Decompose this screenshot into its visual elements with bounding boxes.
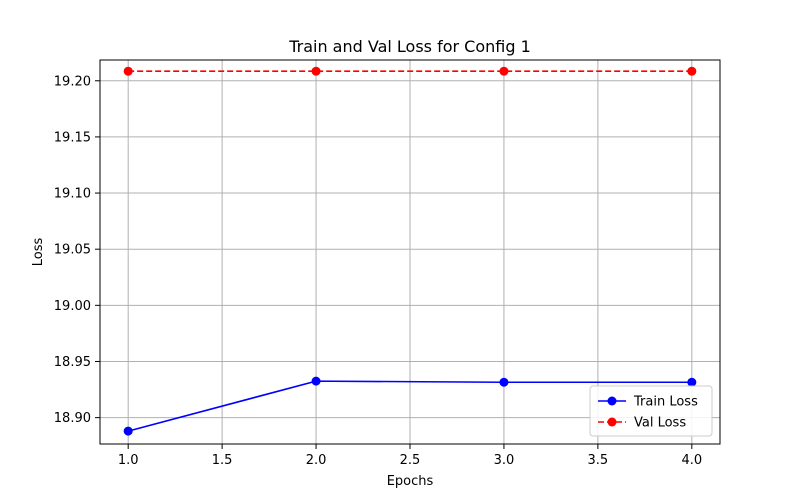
y-tick-label: 19.15	[54, 130, 91, 145]
legend-label-val-loss: Val Loss	[634, 416, 686, 431]
legend-label-train-loss: Train Loss	[633, 395, 698, 410]
x-tick-label: 2.0	[306, 453, 327, 468]
y-tick-label: 19.10	[54, 187, 91, 202]
x-tick-label: 2.5	[400, 453, 421, 468]
y-axis-ticks: 18.90 18.95 19.00 19.05 19.10 19.15 19.20	[54, 74, 100, 426]
train-loss-point	[499, 377, 509, 387]
legend-marker-val-loss	[607, 417, 617, 427]
x-tick-label: 1.0	[118, 453, 139, 468]
y-tick-label: 18.95	[54, 355, 91, 370]
legend: Train Loss Val Loss	[589, 385, 713, 437]
train-loss-line	[127, 380, 692, 432]
y-tick-label: 19.05	[54, 243, 91, 258]
y-tick-label: 19.20	[54, 74, 91, 89]
x-tick-label: 3.0	[494, 453, 515, 468]
train-loss-point	[311, 376, 321, 386]
grid	[100, 60, 720, 444]
legend-box	[589, 385, 713, 437]
val-loss-point	[499, 66, 509, 76]
train-loss-point	[123, 426, 133, 436]
y-axis-title: Loss	[31, 238, 46, 267]
x-tick-label: 4.0	[681, 453, 702, 468]
val-loss-point	[123, 66, 133, 76]
series-layer	[123, 66, 697, 436]
y-tick-label: 19.00	[54, 299, 91, 314]
val-loss-point	[311, 66, 321, 76]
x-tick-label: 3.5	[588, 453, 609, 468]
legend-marker-train-loss	[607, 396, 617, 406]
train-loss-point	[687, 377, 697, 387]
x-tick-label: 1.5	[212, 453, 233, 468]
chart-title: Train and Val Loss for Config 1	[288, 37, 531, 56]
y-tick-label: 18.90	[54, 411, 91, 426]
x-axis-ticks: 1.0 1.5 2.0 2.5 3.0 3.5 4.0	[118, 444, 702, 468]
val-loss-point	[687, 66, 697, 76]
x-axis-title: Epochs	[387, 474, 434, 489]
